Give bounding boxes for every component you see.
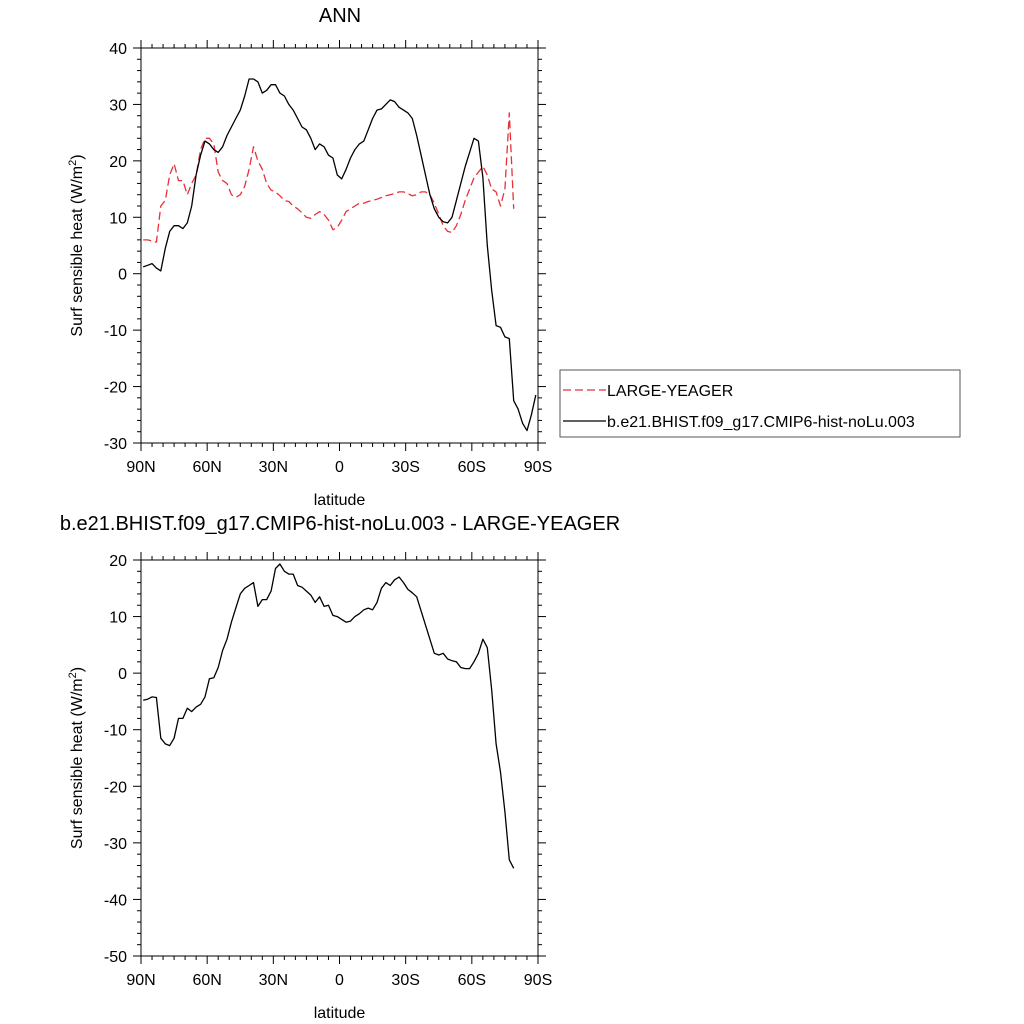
x-tick-label: 90S xyxy=(524,972,552,989)
y-axis-title: Surf sensible heat (W/m2) xyxy=(67,667,86,849)
legend-label-2: b.e21.BHIST.f09_g17.CMIP6-hist-noLu.003 xyxy=(607,414,915,431)
y-tick-label: -10 xyxy=(104,723,127,740)
y-tick-label: 0 xyxy=(118,666,127,683)
legend-label-1: LARGE-YEAGER xyxy=(607,383,733,400)
x-tick-label: 30S xyxy=(391,459,419,476)
legend-box xyxy=(559,369,961,438)
chart-panel-1: ANN 90N 60N 30N 0 30S 60S 90S 40 30 20 10 0 -10 -20 -30… xyxy=(67,5,961,509)
y-tick-label: 30 xyxy=(109,97,127,114)
legend: LARGE-YEAGER b.e21.BHIST.f09_g17.CMIP6-hi… xyxy=(559,369,961,438)
x-tick-label: 90N xyxy=(126,459,155,476)
y-tick-label: -30 xyxy=(104,836,127,853)
y-tick-label: 10 xyxy=(109,210,127,227)
y-tick-label: -40 xyxy=(104,892,127,909)
series-line-1 xyxy=(143,112,515,243)
y-tick-label: 20 xyxy=(109,553,127,570)
x-tick-label: 30N xyxy=(259,972,288,989)
y-tick-label: -20 xyxy=(104,380,127,397)
y-tick-label: -10 xyxy=(104,323,127,340)
x-tick-label: 60N xyxy=(192,972,221,989)
y-tick-label: -30 xyxy=(104,436,127,453)
x-tick-label: 60S xyxy=(458,972,486,989)
x-axis-title: latitude xyxy=(314,1005,366,1022)
x-axis-title: latitude xyxy=(314,492,366,509)
y-tick-label: 0 xyxy=(118,267,127,284)
x-tick-label: 30N xyxy=(259,459,288,476)
plot-frame xyxy=(140,559,539,957)
y-axis-title: Surf sensible heat (W/m2) xyxy=(67,154,86,336)
chart-panel-2: b.e21.BHIST.f09_g17.CMIP6-hist-noLu.003 … xyxy=(60,513,620,1022)
x-tick-label: 60S xyxy=(458,459,486,476)
plot-frame xyxy=(140,47,539,444)
chart-title: b.e21.BHIST.f09_g17.CMIP6-hist-noLu.003 … xyxy=(60,513,620,535)
x-tick-label: 0 xyxy=(335,972,344,989)
x-tick-label: 30S xyxy=(391,972,419,989)
y-tick-label: 20 xyxy=(109,154,127,171)
y-tick-label: 10 xyxy=(109,610,127,627)
x-tick-label: 0 xyxy=(335,459,344,476)
series-line-1 xyxy=(143,563,515,869)
chart-title: ANN xyxy=(319,5,361,27)
x-tick-label: 90S xyxy=(524,459,552,476)
y-tick-label: 40 xyxy=(109,41,127,58)
y-tick-label: -50 xyxy=(104,949,127,966)
x-tick-label: 90N xyxy=(126,972,155,989)
y-tick-label: -20 xyxy=(104,779,127,796)
x-tick-label: 60N xyxy=(192,459,221,476)
series-line-2 xyxy=(142,78,537,432)
